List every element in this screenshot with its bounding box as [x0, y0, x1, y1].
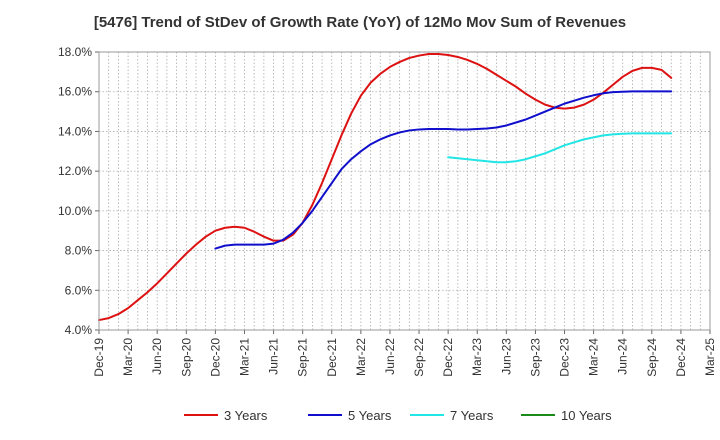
series-line-7-years: [447, 132, 673, 164]
x-tick-label: Jun-22: [383, 338, 397, 375]
x-tick-label: Dec-20: [208, 338, 222, 377]
legend-label-5-years: 5 Years: [348, 408, 392, 423]
y-tick-label: 12.0%: [58, 164, 92, 178]
y-tick-label: 16.0%: [58, 85, 92, 99]
series-line-5-years: [214, 90, 673, 250]
y-tick-label: 18.0%: [58, 45, 92, 59]
x-tick-label: Dec-22: [441, 338, 455, 377]
legend-label-3-years: 3 Years: [224, 408, 268, 423]
y-tick-label: 8.0%: [65, 244, 93, 258]
x-tick-label: Dec-19: [92, 338, 106, 377]
y-tick-label: 10.0%: [58, 204, 92, 218]
chart-title: [5476] Trend of StDev of Growth Rate (Yo…: [93, 14, 627, 31]
x-tick-label: Sep-22: [412, 338, 426, 377]
x-tick-label: Sep-20: [179, 338, 193, 377]
y-tick-label: 14.0%: [58, 124, 92, 138]
x-tick-label: Jun-23: [499, 338, 513, 375]
plot-frame: [98, 51, 711, 331]
y-axis: 4.0% 6.0% 8.0% 10.0% 12.0% 14.0% 16.0% 18.0%: [58, 45, 99, 337]
x-axis: Dec-19 Mar-20 Jun-20 Sep-20 Dec-20 Mar-21 Jun-…: [92, 330, 717, 377]
x-tick-label: Dec-23: [558, 338, 572, 377]
x-tick-label: Dec-24: [674, 338, 688, 377]
x-tick-label: Mar-25: [703, 338, 717, 376]
x-tick-label: Mar-20: [121, 338, 135, 376]
y-tick-label: 4.0%: [65, 323, 93, 337]
legend-label-10-years: 10 Years: [561, 408, 612, 423]
x-tick-label: Sep-23: [528, 338, 542, 377]
grid-lines: [98, 51, 711, 331]
series-line-3-years: [98, 52, 673, 322]
x-tick-label: Mar-24: [587, 338, 601, 376]
x-tick-label: Mar-23: [470, 338, 484, 376]
x-tick-label: Jun-20: [150, 338, 164, 375]
legend: 3 Years 5 Years 7 Years 10 Years: [184, 408, 612, 423]
x-tick-label: Mar-22: [354, 338, 368, 376]
x-tick-label: Dec-21: [325, 338, 339, 377]
x-tick-label: Sep-21: [296, 338, 310, 377]
x-tick-label: Jun-21: [267, 338, 281, 375]
y-tick-label: 6.0%: [65, 283, 93, 297]
x-tick-label: Mar-21: [237, 338, 251, 376]
x-tick-label: Sep-24: [645, 338, 659, 377]
legend-label-7-years: 7 Years: [450, 408, 494, 423]
x-tick-label: Jun-24: [616, 338, 630, 375]
series-lines: [98, 52, 673, 322]
